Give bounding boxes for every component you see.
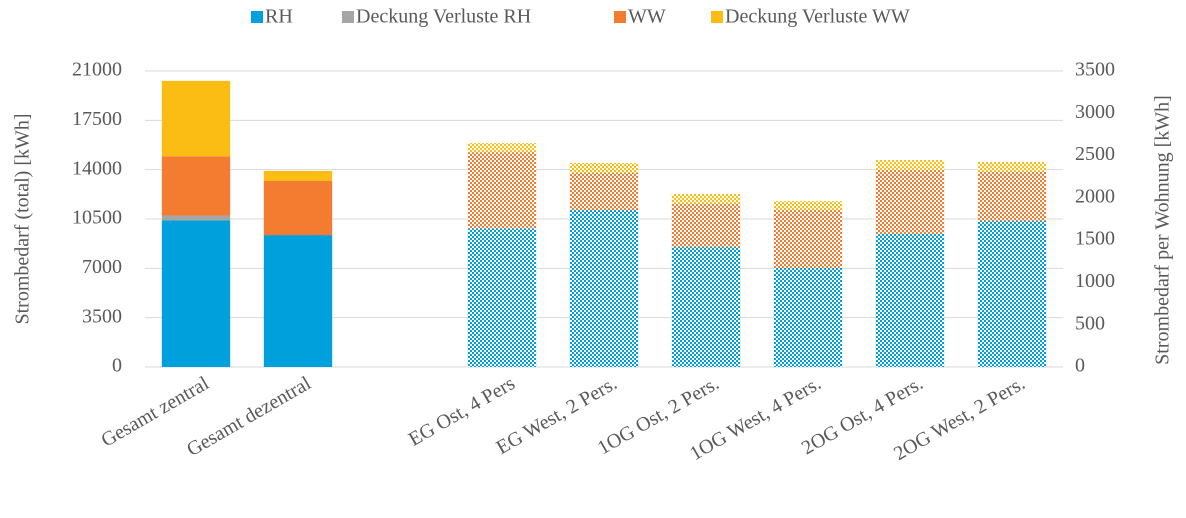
y2-tick-label: 0 [1075, 355, 1085, 377]
bar-segment [773, 267, 843, 367]
y2-tick-label: 500 [1075, 312, 1105, 334]
bar-segment [263, 235, 333, 367]
bar-segment [263, 180, 333, 236]
y2-tick-label: 3000 [1075, 101, 1115, 123]
bar-segment [875, 159, 945, 171]
bar-segment [671, 193, 741, 205]
bar-segment [569, 210, 639, 367]
bar-segment [977, 221, 1047, 367]
y-tick-label: 17500 [72, 108, 122, 130]
y-tick-label: 14000 [72, 157, 122, 179]
y2-tick-label: 1000 [1075, 270, 1115, 292]
bar-segment [569, 163, 639, 173]
legend-swatch [342, 11, 354, 23]
bar-segment [875, 170, 945, 234]
y-tick-label: 10500 [72, 207, 122, 229]
bar-segment [161, 156, 231, 216]
bar-segment [773, 210, 843, 268]
y-tick-label: 3500 [82, 305, 122, 327]
y2-tick-label: 2000 [1075, 185, 1115, 207]
bar-segment [977, 171, 1047, 222]
y-axis-title: Strombedarf (total) [kWh] [12, 113, 34, 324]
bar-segment [569, 172, 639, 211]
legend-label: RH [265, 6, 293, 28]
y2-axis-title: Strombedarf per Wohnung [kWh] [1152, 95, 1174, 365]
bar-segment [671, 204, 741, 247]
y-tick-label: 0 [112, 355, 122, 377]
bar-segment [161, 80, 231, 157]
bar-segment [875, 233, 945, 367]
bar-segment [467, 143, 537, 153]
y2-tick-label: 2500 [1075, 143, 1115, 165]
legend-label: Deckung Verluste WW [725, 6, 910, 28]
legend-label: WW [628, 6, 666, 28]
bar-segment [671, 246, 741, 367]
legend-label: Deckung Verluste RH [356, 6, 531, 28]
y-tick-label: 21000 [72, 59, 122, 81]
y2-tick-label: 3500 [1075, 59, 1115, 81]
bar-segment [773, 200, 843, 211]
legend-swatch [614, 11, 626, 23]
legend-swatch [251, 11, 263, 23]
bar-segment [977, 161, 1047, 172]
legend-swatch [711, 11, 723, 23]
bar-segment [161, 215, 231, 221]
bar-segment [467, 228, 537, 367]
y-tick-label: 7000 [82, 256, 122, 278]
bar-segment [263, 170, 333, 181]
y2-tick-label: 1500 [1075, 228, 1115, 250]
bar-segment [161, 220, 231, 367]
bar-segment [467, 152, 537, 229]
